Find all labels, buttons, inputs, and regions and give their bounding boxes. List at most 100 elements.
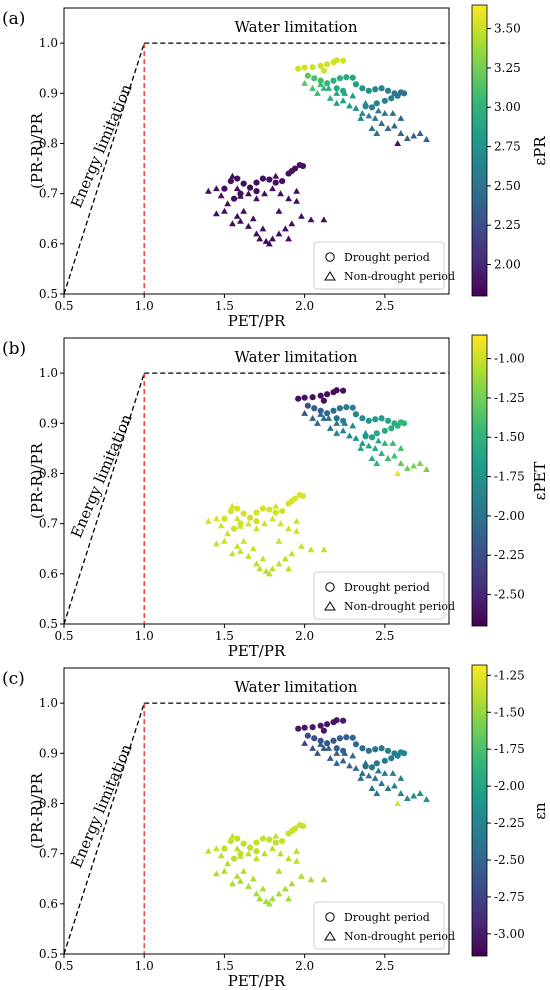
y-tick-label: 0.8 xyxy=(39,466,58,480)
drought-point xyxy=(253,518,260,525)
colorbar-label: εn xyxy=(531,802,549,820)
drought-point xyxy=(333,745,340,752)
x-axis-label: PET/PR xyxy=(228,312,286,330)
non-drought-point xyxy=(320,744,328,751)
non-drought-point xyxy=(240,207,248,214)
non-drought-point xyxy=(333,99,341,106)
non-drought-point xyxy=(416,130,424,136)
non-drought-point xyxy=(245,850,252,857)
non-drought-point xyxy=(397,460,405,466)
non-drought-point xyxy=(375,437,382,444)
drought-point xyxy=(340,387,347,394)
panel-a: (a) 0.5 1.0 1.5 2.0 2.5 0.5 0.6 0.7 0.8 0.9 1.0 PET/… xyxy=(2,4,549,330)
non-drought-point xyxy=(285,565,292,572)
drought-point xyxy=(336,405,344,412)
non-drought-point xyxy=(229,172,236,179)
non-drought-point xyxy=(285,235,292,242)
non-drought-point xyxy=(378,780,386,786)
non-drought-point xyxy=(253,195,260,202)
non-drought-point xyxy=(272,832,280,839)
non-drought-point xyxy=(333,89,341,96)
non-drought-point xyxy=(265,240,273,247)
non-drought-point xyxy=(233,872,241,879)
non-drought-point xyxy=(381,109,389,116)
drought-point xyxy=(368,764,376,771)
non-drought-point xyxy=(368,785,376,791)
drought-point xyxy=(301,394,308,401)
non-drought-point xyxy=(325,84,333,91)
drought-point xyxy=(378,745,385,752)
non-drought-point xyxy=(307,876,315,883)
non-drought-point xyxy=(275,230,283,237)
colorbar-label: εPR xyxy=(531,136,549,166)
drought-point xyxy=(365,747,372,754)
non-drought-point xyxy=(269,845,276,852)
non-drought-point xyxy=(275,537,283,544)
drought-point xyxy=(340,57,347,64)
non-drought-point xyxy=(358,769,366,776)
non-drought-point xyxy=(224,860,232,867)
non-drought-point xyxy=(389,439,397,446)
non-drought-point xyxy=(358,439,366,446)
non-drought-point xyxy=(375,767,382,774)
non-drought-point xyxy=(298,212,305,219)
non-drought-point xyxy=(307,216,315,223)
plot-frame xyxy=(63,7,450,295)
non-drought-point xyxy=(293,527,301,534)
non-drought-point xyxy=(301,79,309,86)
drought-point xyxy=(333,415,340,422)
drought-point xyxy=(349,734,356,741)
drought-point xyxy=(246,844,254,851)
y-tick-label: 0.5 xyxy=(39,947,58,961)
drought-point xyxy=(352,411,360,418)
drought-point xyxy=(388,425,395,432)
drought-point xyxy=(349,404,356,411)
non-drought-point xyxy=(389,109,397,116)
drought-point xyxy=(279,838,286,845)
non-drought-point xyxy=(339,757,347,764)
drought-point xyxy=(343,734,350,741)
non-drought-point xyxy=(212,515,220,522)
drought-point xyxy=(221,515,228,522)
non-drought-point xyxy=(245,222,252,229)
drought-point xyxy=(253,839,260,846)
drought-point xyxy=(336,75,344,82)
legend-circle-icon xyxy=(325,252,335,262)
drought-point xyxy=(381,427,388,434)
non-drought-point xyxy=(309,414,317,421)
drought-point xyxy=(259,175,267,182)
drought-point xyxy=(299,822,307,830)
x-tick-label: 0.5 xyxy=(54,299,73,313)
non-drought-point xyxy=(320,414,328,421)
drought-point xyxy=(227,508,234,515)
non-drought-point xyxy=(368,455,376,461)
water-limitation-label: Water limitation xyxy=(234,18,357,36)
drought-point xyxy=(288,827,295,835)
non-drought-point xyxy=(301,409,309,416)
drought-point xyxy=(272,509,279,516)
non-drought-point xyxy=(373,130,381,136)
non-drought-point xyxy=(373,790,381,796)
non-drought-point xyxy=(391,122,398,129)
drought-point xyxy=(330,719,337,726)
non-drought-point xyxy=(221,537,228,544)
legend-nondrought-label: Non-drought period xyxy=(344,930,455,943)
non-drought-point xyxy=(293,847,301,854)
non-drought-point xyxy=(221,207,228,214)
y-tick-label: 0.5 xyxy=(39,287,58,301)
energy-limit-line xyxy=(63,702,145,955)
non-drought-point xyxy=(314,89,321,96)
non-drought-point xyxy=(375,107,382,114)
drought-point xyxy=(372,746,379,753)
colorbar-tick-label: -2.75 xyxy=(494,890,525,904)
non-drought-point xyxy=(256,565,264,572)
drought-point xyxy=(234,175,241,182)
drought-point xyxy=(259,835,267,842)
non-drought-point xyxy=(217,852,225,859)
drought-point xyxy=(240,510,247,517)
non-drought-point xyxy=(326,94,334,101)
legend: Drought period Non-drought period xyxy=(313,571,455,620)
non-drought-point xyxy=(269,185,276,192)
drought-point xyxy=(373,430,380,437)
